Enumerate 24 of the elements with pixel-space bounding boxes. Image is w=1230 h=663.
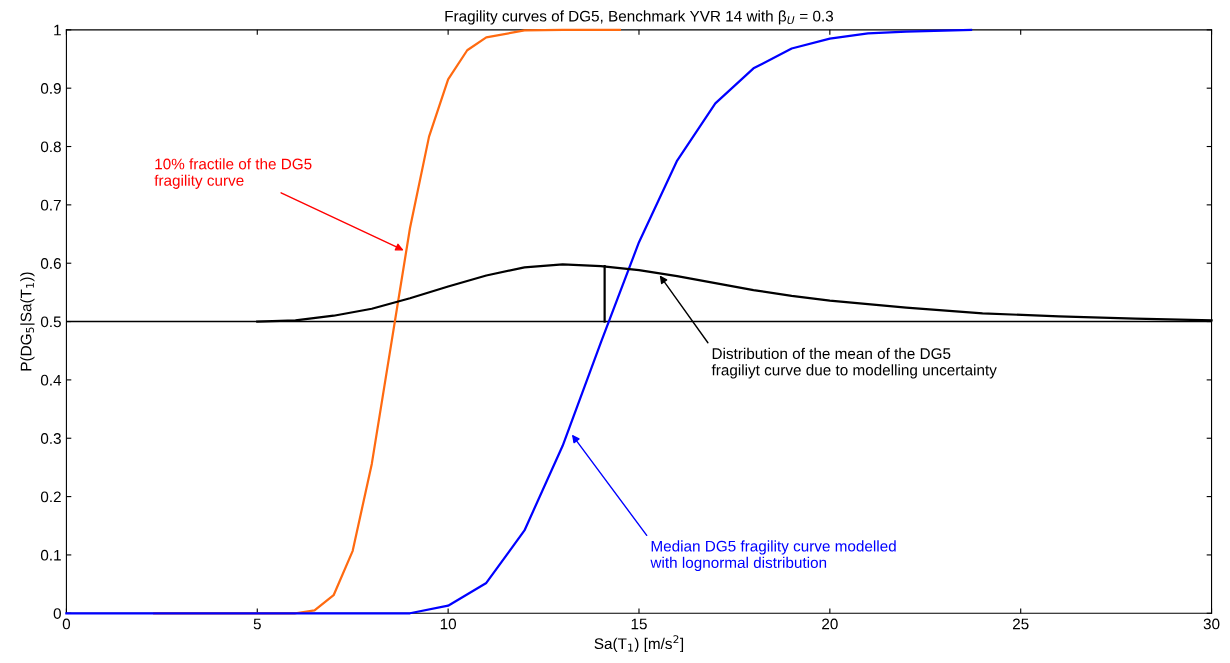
x-tick-label: 30: [1203, 618, 1220, 630]
y-tick-label: 0.7: [40, 199, 61, 211]
x-tick-label: 0: [62, 618, 71, 630]
annotation: Distribution of the mean of the DG5 fragiliyt curve due to modelling uncertainty: [711, 347, 997, 379]
y-tick-label: 0.8: [40, 141, 61, 153]
y-tick-label: 0.3: [40, 433, 61, 444]
y-tick-label: 0.5: [40, 316, 61, 328]
y-tick-label: 1: [54, 24, 61, 36]
y-tick-label: 0: [53, 608, 61, 619]
x-tick-label: 5: [253, 618, 261, 630]
annotation: Median DG5 fragility curve modelled with lognormal distribution: [650, 540, 896, 572]
y-tick-label: 0.1: [40, 549, 61, 561]
annotation: 10% fractile of the DG5 fragility curve: [154, 158, 312, 189]
y-tick-label: 0.9: [40, 83, 61, 94]
y-axis-title: P(DG$_{5}$|Sa(T$_{1}$)): [20, 272, 35, 371]
x-tick-label: 10: [440, 618, 457, 630]
x-tick-label: 20: [822, 618, 838, 630]
x-axis-title: Sa(T$_{1}$) [m/s$^{2}$]: [594, 635, 684, 653]
y-tick-label: 0.4: [40, 374, 62, 386]
x-tick-label: 15: [631, 618, 647, 630]
chart-title: Fragility curves of DG5, Benchmark YVR 14 with β$_{U}$ = 0.3: [445, 10, 834, 25]
y-tick-label: 0.2: [40, 491, 61, 503]
y-tick-label: 0.6: [40, 258, 61, 269]
x-tick-label: 25: [1012, 618, 1029, 630]
